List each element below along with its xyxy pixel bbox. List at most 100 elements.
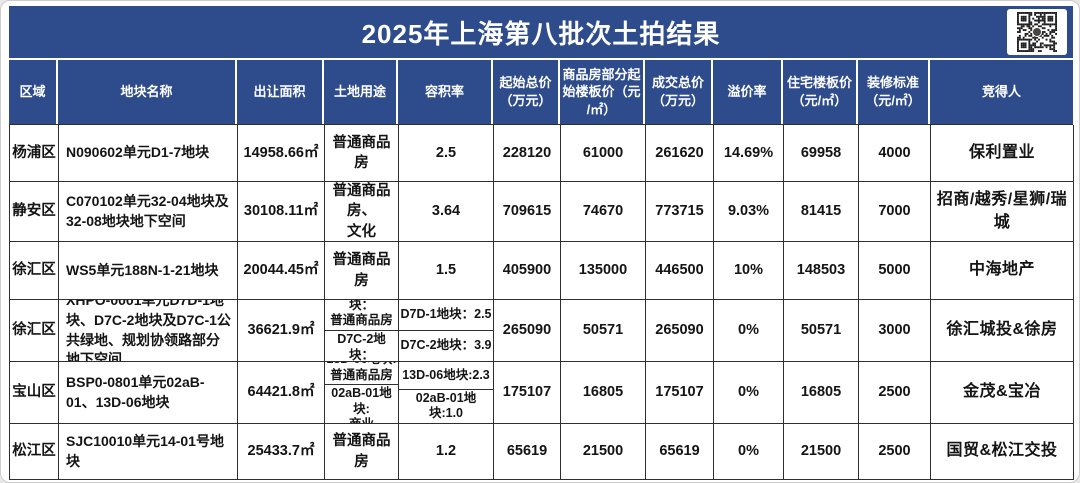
cell-far-sub-top: D7D-1地块：2.5 [399,300,493,331]
cell-premium: 10% [714,242,784,300]
cell-region: 徐汇区 [10,242,59,300]
cell-winner: 中海地产 [931,242,1074,300]
qr-code-icon [1017,12,1057,52]
cell-far: 1.5 [399,242,494,300]
cell-res-floor: 50571 [784,300,859,362]
cell-usage-sub-top: D7D-1地块： 普通商品房 [325,300,398,331]
cell-start-floor: 16805 [561,362,646,424]
results-table: 2025年上海第八批次土拍结果 区域 地块名称 出让面积 土地用途 容积率 起始… [9,6,1074,480]
cell-area: 36621.9㎡ [238,300,325,362]
cell-area: 25433.7㎡ [238,424,325,480]
cell-far: 3.64 [399,182,494,242]
col-header-far: 容积率 [398,60,493,124]
cell-far-split: D7D-1地块：2.5 D7C-2地块：3.9 [399,300,494,362]
cell-winner: 徐汇城投&徐房 [931,300,1074,362]
col-header-start-floor: 商品房部分起 始楼板价（元 /㎡） [560,60,645,124]
cell-far-sub-bottom: D7C-2地块：3.9 [400,338,492,353]
cell-winner: 保利置业 [931,125,1074,182]
cell-area: 64421.8㎡ [238,362,325,424]
cell-area: 14958.66㎡ [238,125,325,182]
cell-usage: 普通商品房、 文化 [325,182,399,242]
table-row: 宝山区 BSP0-0801单元02aB-01、13D-06地块 64421.8㎡… [10,362,1074,424]
table-row: 松江区 SJC10010单元14-01号地块 25433.7㎡ 普通商品房 1.… [10,424,1074,480]
cell-start-total: 228120 [494,125,561,182]
cell-deco: 2500 [859,362,931,424]
table-row: 静安区 C070102单元32-04地块及32-08地块地下空间 30108.1… [10,182,1074,242]
cell-res-floor: 69958 [784,125,859,182]
cell-deco: 3000 [859,300,931,362]
col-header-winner: 竞得人 [981,84,1021,100]
cell-winner: 金茂&宝冶 [931,362,1074,424]
cell-winner: 招商/越秀/星狮/瑞城 [931,182,1074,242]
cell-area: 20044.45㎡ [238,242,325,300]
cell-start-total: 405900 [494,242,561,300]
col-header-res-floor: 住宅楼板价 （元/㎡） [783,60,858,124]
cell-far: 2.5 [399,125,494,182]
qr-code [1007,9,1067,55]
cell-deal-total: 773715 [646,182,714,242]
cell-plot-name: XHPO-0001单元D7D-1地块、D7C-2地块及D7C-1公共绿地、规划协… [59,300,238,362]
col-header-deal-total: 成交总价 （万元） [645,60,713,124]
cell-deal-total: 261620 [646,125,714,182]
cell-usage-sub-top: 13D-06地块: 普通商品房 [325,362,398,386]
cell-res-floor: 21500 [784,424,859,480]
cell-far-split: 13D-06地块:2.3 02aB-01地块:1.0 [399,362,494,424]
cell-plot-name: SJC10010单元14-01号地块 [59,424,238,480]
cell-start-floor: 21500 [561,424,646,480]
cell-usage: 普通商品房 [325,424,399,480]
cell-region: 宝山区 [10,362,59,424]
cell-start-total: 175107 [494,362,561,424]
cell-region: 徐汇区 [10,300,59,362]
cell-plot-name: N090602单元D1-7地块 [59,125,238,182]
title-band: 2025年上海第八批次土拍结果 [9,6,1073,58]
cell-deal-total: 446500 [646,242,714,300]
cell-res-floor: 148503 [784,242,859,300]
cell-plot-name: BSP0-0801单元02aB-01、13D-06地块 [59,362,238,424]
col-header-usage: 土地用途 [324,60,398,124]
cell-area: 30108.11㎡ [238,182,325,242]
cell-deco: 2500 [859,424,931,480]
table-row: 徐汇区 XHPO-0001单元D7D-1地块、D7C-2地块及D7C-1公共绿地… [10,300,1074,362]
cell-far: 1.2 [399,424,494,480]
cell-start-floor: 61000 [561,125,646,182]
table-row: 杨浦区 N090602单元D1-7地块 14958.66㎡ 普通商品房 2.5 … [10,125,1074,182]
cell-res-floor: 16805 [784,362,859,424]
cell-region: 杨浦区 [10,125,59,182]
cell-usage: 普通商品房 [325,242,399,300]
cell-start-total: 65619 [494,424,561,480]
cell-region: 静安区 [10,182,59,242]
cell-usage: 普通商品房 [325,125,399,182]
cell-usage-split: 13D-06地块: 普通商品房 02aB-01地块: 商业 [325,362,399,424]
col-header-start-total: 起始总价 （万元） [493,60,560,124]
cell-deal-total: 65619 [646,424,714,480]
cell-region: 松江区 [10,424,59,480]
col-header-plot-name: 地块名称 [58,60,237,124]
cell-deco: 4000 [859,125,931,182]
col-header-premium: 溢价率 [713,60,783,124]
cell-res-floor: 81415 [784,182,859,242]
col-header-region: 区域 [9,60,58,124]
cell-usage-sub-bottom: 02aB-01地块: 商业 [331,386,392,423]
cell-premium: 0% [714,424,784,480]
cell-usage-split: D7D-1地块： 普通商品房 D7C-2地块： 商业、办公 [325,300,399,362]
cell-deal-total: 265090 [646,300,714,362]
cell-deco: 7000 [859,182,931,242]
cell-premium: 0% [714,362,784,424]
cell-premium: 9.03% [714,182,784,242]
cell-premium: 14.69% [714,125,784,182]
table-body: 杨浦区 N090602单元D1-7地块 14958.66㎡ 普通商品房 2.5 … [9,124,1074,480]
cell-start-floor: 50571 [561,300,646,362]
cell-winner: 国贸&松江交投 [931,424,1074,480]
cell-start-total: 265090 [494,300,561,362]
cell-deal-total: 175107 [646,362,714,424]
cell-usage-sub-bottom: D7C-2地块： 商业、办公 [337,332,386,362]
col-header-area: 出让面积 [237,60,324,124]
cell-deco: 5000 [859,242,931,300]
col-header-deco: 装修标准 （元/㎡） [858,60,930,124]
cell-start-floor: 135000 [561,242,646,300]
cell-premium: 0% [714,300,784,362]
cell-plot-name: WS5单元188N-1-21地块 [59,242,238,300]
cell-start-floor: 74670 [561,182,646,242]
cell-plot-name: C070102单元32-04地块及32-08地块地下空间 [59,182,238,242]
